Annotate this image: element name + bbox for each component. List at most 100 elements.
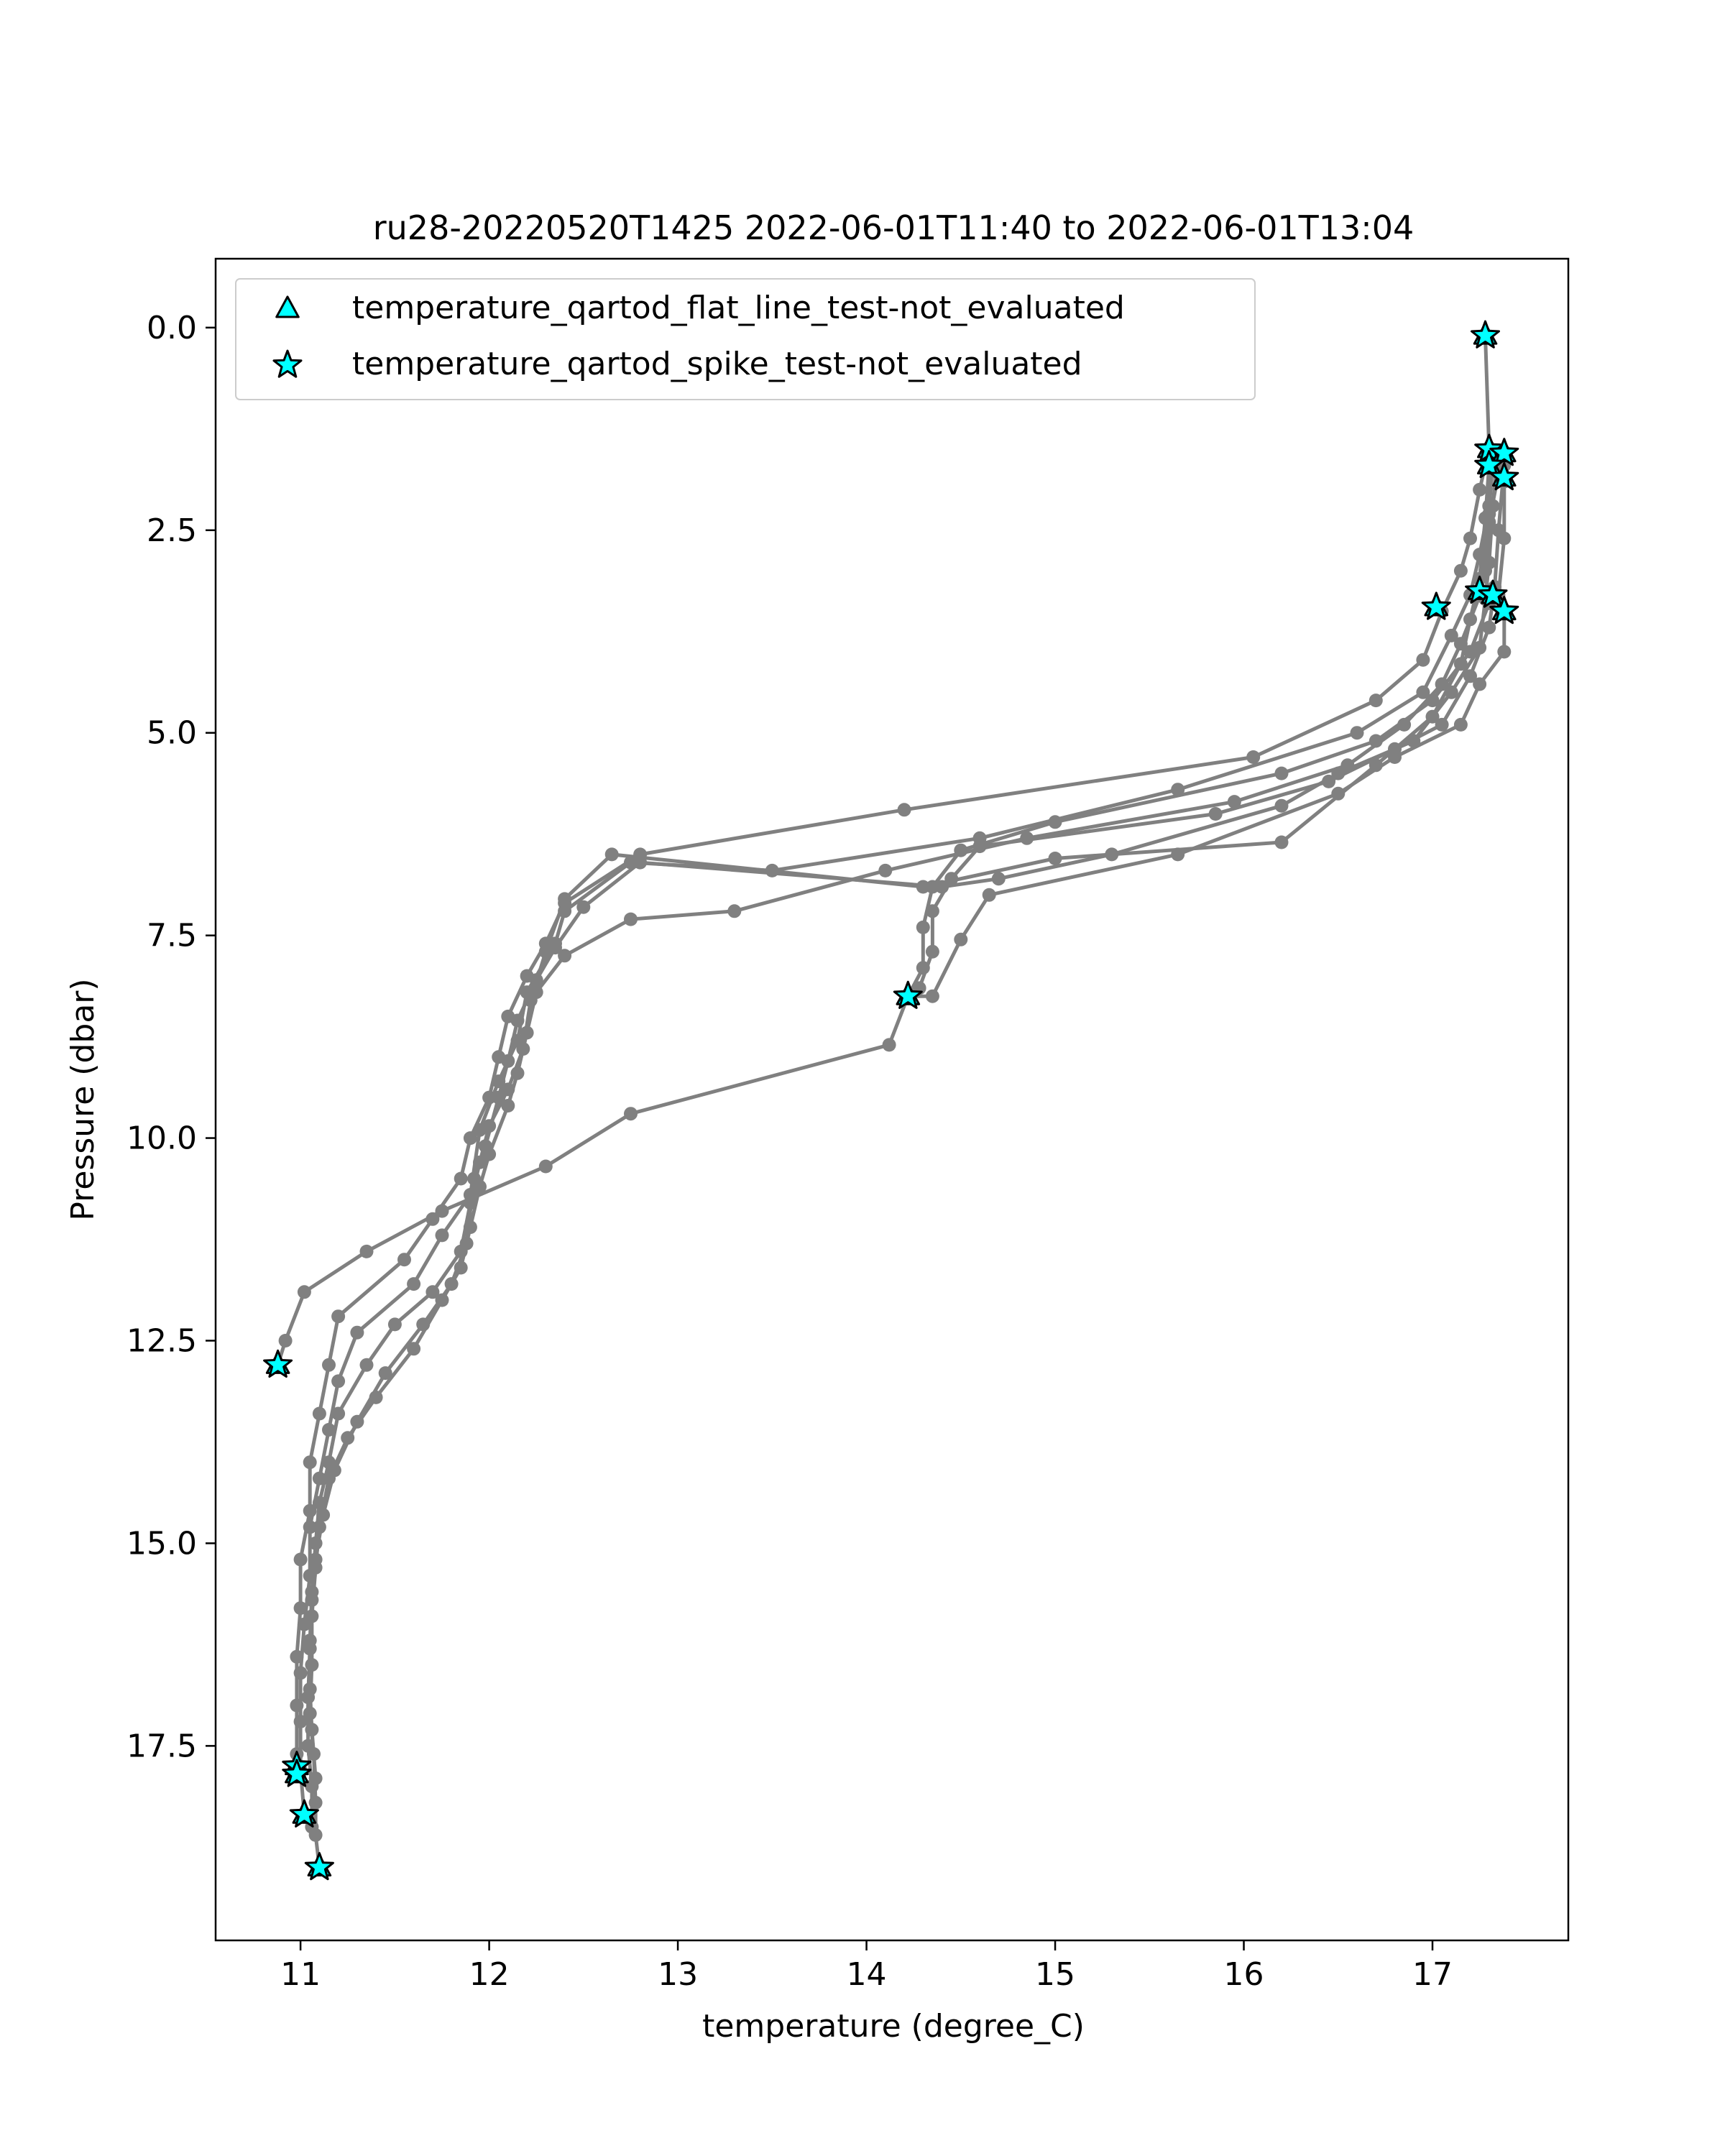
- data-point: [426, 1285, 440, 1299]
- data-point: [312, 1496, 326, 1510]
- y-tick-label: 17.5: [126, 1728, 197, 1764]
- data-point: [1350, 726, 1364, 740]
- data-point: [1473, 482, 1487, 497]
- data-point: [604, 847, 619, 862]
- y-tick-label: 0.0: [147, 310, 197, 346]
- data-point: [1435, 717, 1449, 732]
- y-tick-label: 2.5: [147, 512, 197, 549]
- legend-label-flat-line: temperature_qartod_flat_line_test-not_ev…: [352, 290, 1125, 326]
- x-tick-label: 13: [658, 1956, 698, 1993]
- data-point: [331, 1374, 346, 1388]
- data-point: [624, 1107, 638, 1121]
- data-point: [1497, 645, 1512, 659]
- profile-line-3: [276, 473, 1501, 1366]
- data-point: [378, 1366, 392, 1381]
- data-point: [576, 900, 591, 914]
- data-point: [624, 912, 638, 926]
- data-point: [1473, 640, 1487, 655]
- data-point: [293, 1552, 308, 1567]
- profile-lines: [271, 328, 1512, 1874]
- data-point: [444, 1277, 459, 1291]
- y-tick-label: 15.0: [126, 1525, 197, 1562]
- data-point: [916, 880, 930, 894]
- data-point: [293, 1666, 308, 1680]
- data-point: [954, 932, 968, 946]
- spike-flag-marker: [893, 980, 923, 1009]
- x-tick-label: 15: [1035, 1956, 1075, 1993]
- plot-area: [214, 257, 1570, 1942]
- data-point: [1416, 653, 1430, 667]
- data-point: [523, 993, 538, 1008]
- data-point: [1463, 669, 1477, 683]
- data-point: [463, 1196, 477, 1210]
- star-marker: [272, 349, 303, 378]
- x-axis-label: temperature (degree_C): [702, 2008, 1085, 2045]
- data-point: [1368, 758, 1383, 773]
- data-point: [1482, 556, 1496, 570]
- data-point: [1453, 657, 1468, 671]
- data-point: [1171, 783, 1185, 797]
- data-point: [303, 1455, 317, 1470]
- data-point: [308, 1536, 323, 1550]
- legend: temperature_qartod_flat_line_test-not_ev…: [235, 278, 1256, 400]
- data-point: [1453, 563, 1468, 578]
- data-point: [359, 1358, 374, 1372]
- data-point: [1416, 685, 1430, 699]
- data-point: [308, 1772, 323, 1785]
- data-point: [435, 1204, 449, 1218]
- spike-flag-marker: [1489, 462, 1519, 491]
- data-point: [1020, 831, 1034, 845]
- data-point: [1486, 499, 1500, 513]
- data-point: [397, 1253, 411, 1267]
- data-point: [501, 1099, 515, 1112]
- legend-label-spike: temperature_qartod_spike_test-not_evalua…: [352, 346, 1082, 382]
- data-point: [454, 1244, 468, 1258]
- data-point: [473, 1155, 487, 1169]
- data-point: [350, 1325, 364, 1340]
- triangle-marker-icon: [275, 295, 300, 318]
- data-point: [1397, 717, 1412, 732]
- x-axis: 11 12 13 14 15 16 17: [280, 1940, 1453, 1993]
- data-point: [1497, 531, 1512, 545]
- data-point: [925, 989, 939, 1003]
- data-point: [305, 1723, 319, 1737]
- data-point: [359, 1244, 374, 1258]
- data-point: [312, 1406, 326, 1421]
- data-point: [916, 920, 930, 934]
- data-point: [322, 1455, 336, 1470]
- data-point: [558, 949, 572, 963]
- data-point: [1435, 677, 1449, 691]
- data-point: [416, 1317, 431, 1332]
- spike-flag-marker: [1478, 579, 1508, 608]
- data-point: [482, 1119, 497, 1133]
- profile-line-1: [295, 336, 1491, 1774]
- data-point: [558, 892, 572, 906]
- data-point: [1227, 795, 1241, 809]
- data-point: [501, 1082, 515, 1097]
- data-point: [322, 1358, 336, 1372]
- data-point: [350, 1414, 364, 1429]
- data-point: [322, 1423, 336, 1437]
- data-point: [387, 1317, 402, 1332]
- flag-markers: [263, 320, 1519, 1881]
- spike-flag-marker: [1471, 320, 1500, 349]
- data-point: [1048, 815, 1062, 829]
- spike-flag-marker: [263, 1349, 293, 1378]
- data-point: [1463, 531, 1477, 545]
- data-point: [1274, 766, 1289, 780]
- data-point: [882, 1038, 896, 1052]
- data-point: [510, 1013, 525, 1028]
- data-point: [538, 1159, 553, 1174]
- x-tick-label: 17: [1412, 1956, 1453, 1993]
- data-point: [303, 1682, 317, 1696]
- data-point: [303, 1520, 317, 1534]
- spike-flag-marker: [289, 1799, 319, 1828]
- spike-flag-marker: [1489, 596, 1519, 625]
- data-point: [538, 944, 553, 959]
- data-point: [305, 1658, 319, 1672]
- data-point: [982, 888, 996, 902]
- data-point: [435, 1228, 449, 1243]
- legend-box: [235, 278, 1256, 400]
- y-tick-label: 10.0: [126, 1120, 197, 1157]
